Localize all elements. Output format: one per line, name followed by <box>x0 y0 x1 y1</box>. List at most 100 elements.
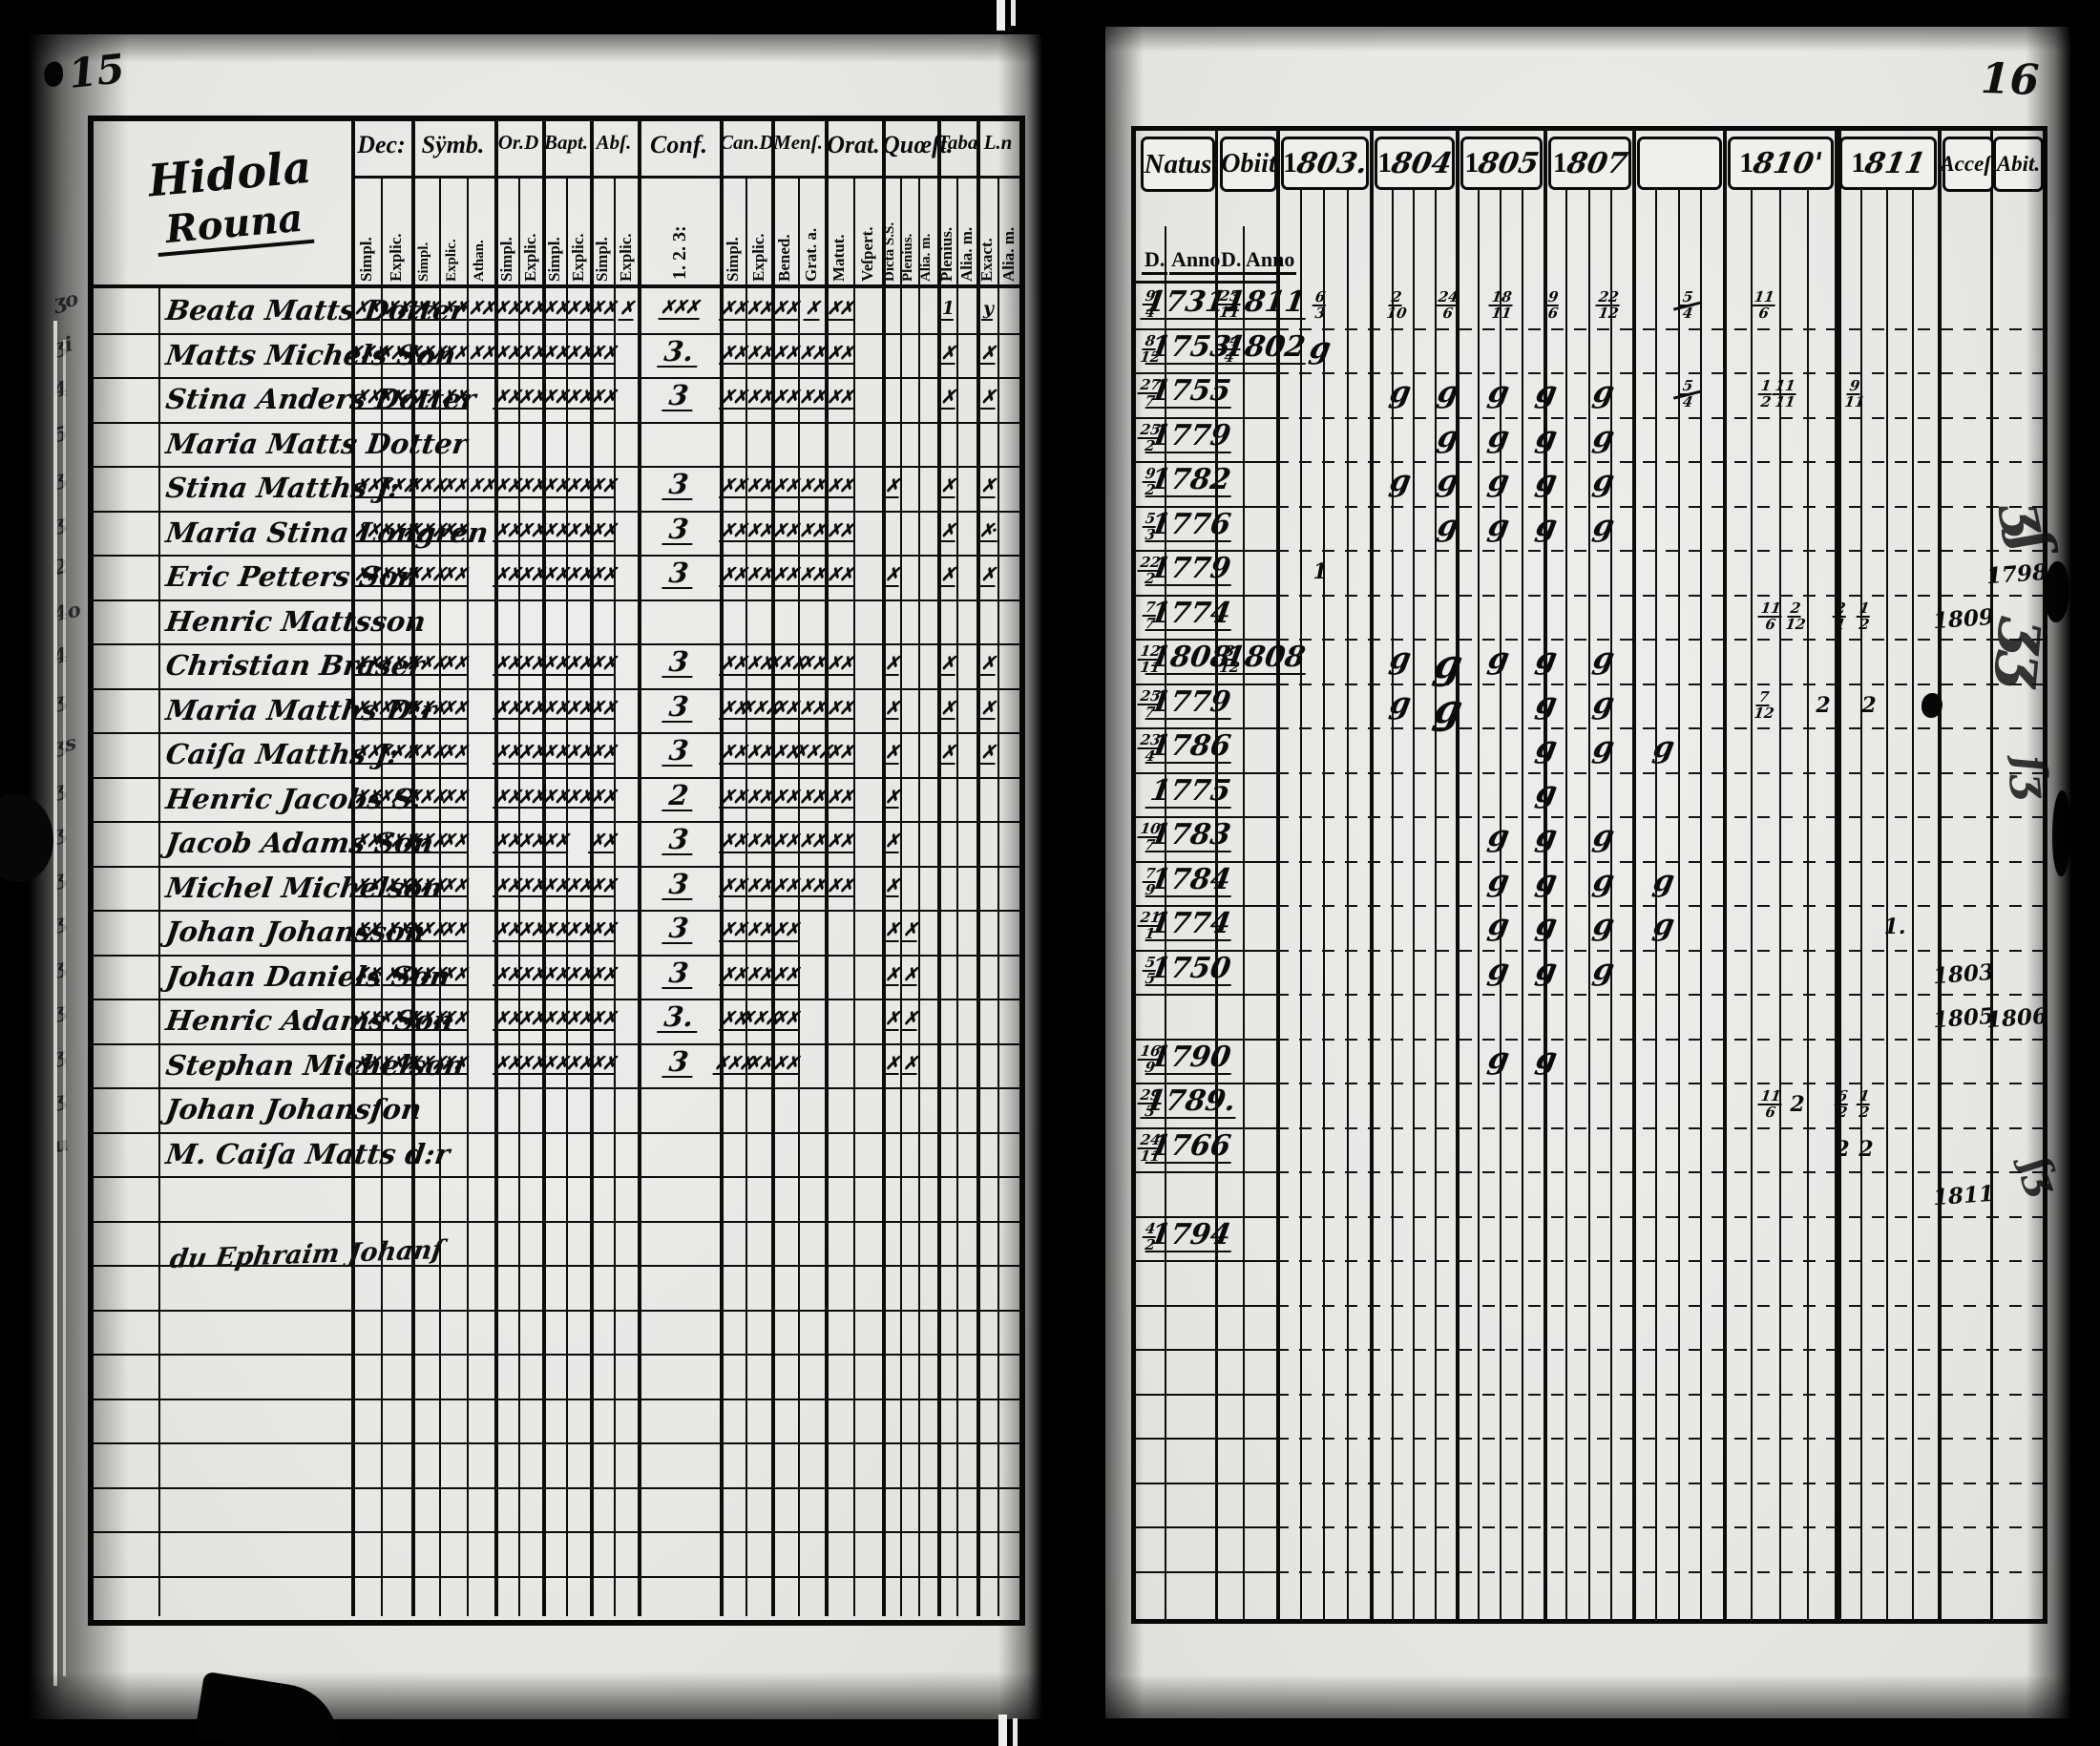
column-header-label: L.n <box>983 131 1013 154</box>
subcolumn-divider <box>1654 190 1657 1619</box>
attendance-mark: ✗✗ <box>744 298 773 321</box>
column-divider <box>1990 131 1993 1619</box>
attendance-mark: ✗✗ <box>515 298 545 321</box>
attendance-mark: ✗✗ <box>797 519 827 543</box>
entry-mark: 2 <box>1861 692 1877 718</box>
column-divider <box>1723 131 1727 1619</box>
confirmation-mark: 3 <box>662 557 696 590</box>
subcolumn-divider <box>900 178 902 1616</box>
attendance-mark: ✗✗ <box>539 653 569 676</box>
natus-year: 1790 <box>1144 1041 1236 1074</box>
row-line <box>1136 683 1276 685</box>
sub-column-label: Alia. m. <box>918 233 934 282</box>
row-line-dashed <box>1276 505 2043 508</box>
attendance-mark: ✗✗ <box>515 831 545 853</box>
attendance-mark: ✗✗ <box>563 653 593 676</box>
attendance-mark: ✗✗ <box>492 653 521 676</box>
subcolumn-divider <box>1860 190 1862 1619</box>
attendance-mark: ✗✗ <box>438 786 468 810</box>
communion-mark: g <box>1590 464 1618 498</box>
attendance-mark: ✗✗ <box>563 298 593 321</box>
right-page: 16 1 803. 1 804 1 805 1 807 1 810' 1 811 9 4 1731. 23 11… <box>1105 27 2071 1718</box>
communion-mark: g <box>1307 330 1334 366</box>
confirmation-mark: 3 <box>662 957 696 989</box>
row-line <box>1136 949 1276 952</box>
attendance-mark: ✗✗✗ <box>405 519 447 543</box>
communion-mark: g <box>1533 508 1561 543</box>
obiit-anno-label: Anno <box>1244 247 1297 275</box>
date-mark-den: 4 <box>1681 393 1694 410</box>
row-line <box>94 421 1019 424</box>
attendance-mark: ✗✗✗ <box>375 653 417 676</box>
attendance-mark: ✗✗ <box>351 963 381 987</box>
year-printed: 1 <box>1464 147 1480 179</box>
attendance-mark: ✗✗ <box>351 1008 381 1031</box>
attendance-mark: ✗✗ <box>492 1052 521 1076</box>
row-line <box>94 1131 1019 1134</box>
obiit-d-label: D. <box>1218 247 1245 275</box>
sub-column-label: Grat. a. <box>802 227 820 282</box>
date-mark-den: 6 <box>1546 305 1560 322</box>
attendance-mark: ✗✗ <box>770 831 800 853</box>
attendance-mark: ✗✗ <box>718 919 747 942</box>
attendance-mark: ✗✗ <box>438 742 468 765</box>
attendance-mark: ✗✗ <box>718 786 747 810</box>
row-line <box>94 1442 1019 1444</box>
subcolumn-divider <box>1165 226 1166 1619</box>
year-header-box: 1 804 <box>1375 137 1455 190</box>
attendance-mark: ✗✗ <box>351 874 381 898</box>
row-line <box>94 1309 1019 1312</box>
attendance-mark: ✗✗ <box>718 342 747 366</box>
attendance-mark: ✗✗ <box>587 786 617 810</box>
row-line <box>94 377 1019 379</box>
attendance-mark: ✗✗ <box>351 742 381 765</box>
margin-scribbles: ʒoʒi45ʒʒ24o4ʒʒsʒʒʒʒʒʒʒʒu <box>29 34 86 1719</box>
row-line-dashed <box>1276 1126 2043 1129</box>
attendance-mark: ✗✗ <box>797 697 827 721</box>
sub-column-label: Dicta S.S. <box>882 221 897 282</box>
attendance-mark: ✗✗ <box>718 697 747 721</box>
subcolumn-divider <box>1522 190 1523 1619</box>
attendance-mark: ✗✗ <box>539 475 569 498</box>
row-line <box>1136 727 1276 729</box>
attendance-mark: ✗✗ <box>539 697 569 721</box>
year-printed: 1 <box>1282 147 1297 179</box>
column-divider <box>976 121 980 1616</box>
attendance-mark: ✗ <box>883 786 900 810</box>
sub-column-label: Simpl. <box>545 237 563 282</box>
column-divider <box>1835 131 1841 1619</box>
attendance-mark: ✗✗✗ <box>405 742 447 765</box>
confirmation-mark: 3 <box>662 823 696 856</box>
obiit-label: Obiit <box>1221 149 1276 179</box>
communion-mark: g <box>1590 375 1618 410</box>
communion-mark: g <box>1430 641 1467 687</box>
attendance-mark: ✗✗ <box>744 564 773 587</box>
attendance-mark: ✗✗ <box>563 475 593 498</box>
sub-column-label: Explic. <box>569 233 587 282</box>
year-handwritten: 810' <box>1751 146 1825 180</box>
header-bottom-line <box>94 284 1019 288</box>
attendance-mark: ✗✗ <box>563 519 593 543</box>
row-line <box>1136 416 1276 419</box>
attendance-mark: ✗✗✗ <box>375 564 417 587</box>
row-line <box>94 1220 1019 1223</box>
row-line-dashed <box>1276 1304 2043 1307</box>
column-header-label: Conf. <box>650 131 707 158</box>
row-line <box>94 999 1019 1000</box>
date-mark-den: 4 <box>1681 305 1694 322</box>
attendance-mark: ✗✗✗ <box>712 1052 754 1076</box>
attendance-mark: ✗✗✗ <box>738 697 780 721</box>
confirmation-mark: 2 <box>662 779 696 811</box>
sub-column-label: Explic. <box>444 239 459 282</box>
attendance-mark: ✗✗ <box>744 653 773 676</box>
attendance-mark: ✗ <box>883 475 900 498</box>
acces-value: 1803 <box>1932 958 1995 989</box>
subcolumn-divider <box>1346 190 1349 1619</box>
attendance-mark: ✗✗ <box>492 742 521 765</box>
ink-blot <box>2052 790 2071 876</box>
year-header-box: 1 811 <box>1839 137 1937 190</box>
attendance-mark: ✗✗✗ <box>346 342 388 366</box>
attendance-mark: ✗✗ <box>539 786 569 810</box>
attendance-mark: ✗ <box>938 564 956 587</box>
natus-year: 1786 <box>1144 729 1236 764</box>
